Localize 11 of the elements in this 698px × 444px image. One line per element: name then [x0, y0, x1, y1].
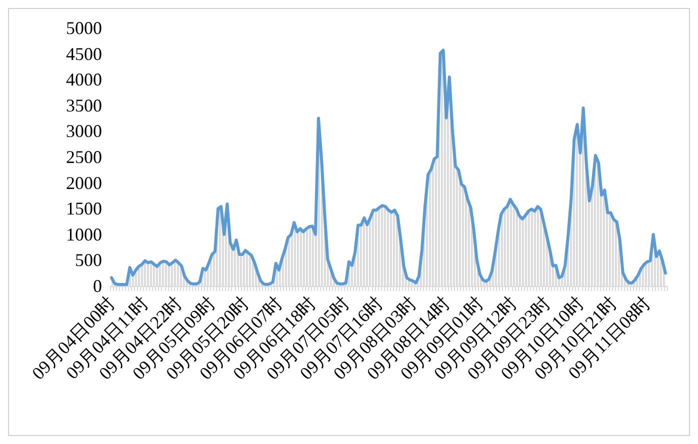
y-tick-label: 2000: [66, 172, 102, 193]
y-tick-label: 2500: [66, 147, 102, 167]
y-tick-label: 1000: [66, 224, 102, 244]
y-tick-label: 500: [75, 250, 102, 270]
y-tick-label: 4500: [66, 44, 102, 64]
y-tick-label: 0: [93, 276, 102, 296]
y-tick-label: 4000: [66, 70, 102, 90]
y-tick-label: 5000: [66, 18, 102, 38]
y-tick-label: 3000: [66, 121, 102, 142]
y-tick-label: 3500: [66, 95, 102, 116]
y-tick-label: 1500: [66, 198, 102, 219]
